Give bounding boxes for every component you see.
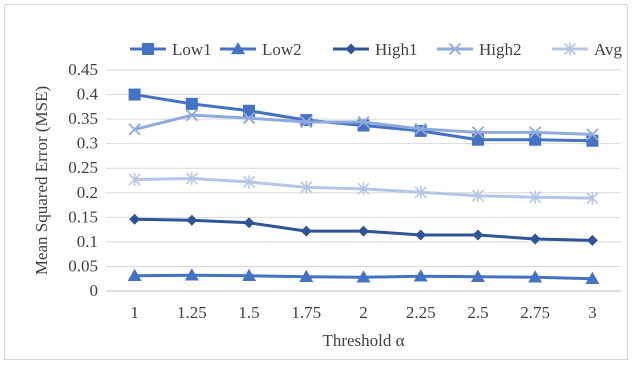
y-tick-label: 0.3 xyxy=(77,134,98,153)
y-tick-label: 0.1 xyxy=(77,232,98,251)
x-tick-label: 1.5 xyxy=(238,303,259,322)
y-tick-label: 0.05 xyxy=(68,256,98,275)
legend-label-avg: Avg xyxy=(594,40,623,59)
data-point-high1 xyxy=(301,226,312,237)
data-point-high1 xyxy=(129,214,140,225)
y-tick-label: 0 xyxy=(90,281,99,300)
legend-marker-high1 xyxy=(346,44,357,55)
x-axis-title: Threshold α xyxy=(322,331,404,350)
y-tick-label: 0.35 xyxy=(68,109,98,128)
x-tick-label: 2.75 xyxy=(520,303,550,322)
x-tick-label: 2 xyxy=(359,303,368,322)
y-tick-label: 0.45 xyxy=(68,60,98,79)
data-point-low1 xyxy=(586,135,598,147)
data-point-low1 xyxy=(129,89,141,101)
legend-label-high1: High1 xyxy=(375,40,418,59)
legend-label-low1: Low1 xyxy=(172,40,212,59)
legend-marker-low1 xyxy=(142,43,154,55)
y-axis-title: Mean Squared Error (MSE) xyxy=(32,86,51,275)
data-point-low1 xyxy=(300,114,312,126)
data-point-high1 xyxy=(472,230,483,241)
x-tick-label: 1.25 xyxy=(177,303,207,322)
data-point-high1 xyxy=(244,217,255,228)
x-tick-label: 2.25 xyxy=(406,303,436,322)
data-point-high1 xyxy=(415,230,426,241)
data-point-high1 xyxy=(186,215,197,226)
data-point-low1 xyxy=(186,98,198,110)
data-point-high1 xyxy=(530,233,541,244)
x-tick-label: 3 xyxy=(588,303,597,322)
data-point-low1 xyxy=(415,125,427,137)
y-tick-label: 0.4 xyxy=(77,85,99,104)
y-tick-label: 0.15 xyxy=(68,207,98,226)
y-tick-label: 0.2 xyxy=(77,183,98,202)
y-tick-label: 0.25 xyxy=(68,158,98,177)
legend-label-low2: Low2 xyxy=(262,40,302,59)
x-tick-label: 2.5 xyxy=(467,303,488,322)
data-point-high1 xyxy=(587,235,598,246)
data-point-high1 xyxy=(358,226,369,237)
x-tick-label: 1 xyxy=(130,303,139,322)
x-tick-label: 1.75 xyxy=(291,303,321,322)
legend-label-high2: High2 xyxy=(479,40,522,59)
